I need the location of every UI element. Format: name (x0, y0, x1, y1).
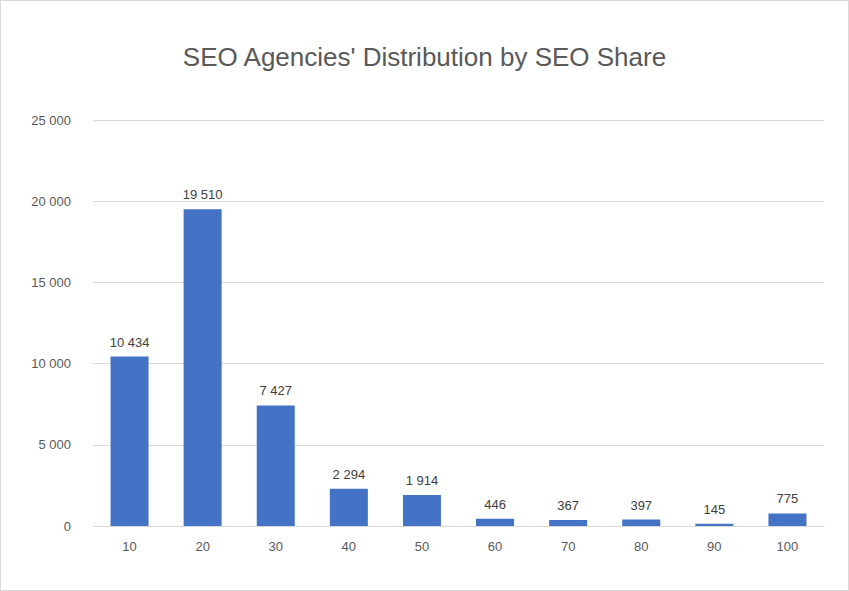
svg-text:7 427: 7 427 (259, 383, 292, 398)
svg-text:145: 145 (703, 502, 725, 517)
svg-text:10 000: 10 000 (31, 356, 71, 371)
svg-text:775: 775 (777, 491, 799, 506)
svg-text:397: 397 (630, 498, 652, 513)
svg-text:50: 50 (415, 539, 429, 554)
svg-text:10 434: 10 434 (110, 335, 150, 350)
svg-text:90: 90 (707, 539, 721, 554)
svg-text:0: 0 (64, 519, 71, 534)
svg-text:2 294: 2 294 (333, 467, 366, 482)
svg-text:15 000: 15 000 (31, 275, 71, 290)
svg-text:SEO Agencies' Distribution by: SEO Agencies' Distribution by SEO Share (183, 42, 666, 72)
svg-text:10: 10 (122, 539, 136, 554)
svg-text:60: 60 (488, 539, 502, 554)
svg-text:19 510: 19 510 (183, 187, 223, 202)
svg-text:80: 80 (634, 539, 648, 554)
svg-text:30: 30 (269, 539, 283, 554)
svg-text:1 914: 1 914 (406, 473, 439, 488)
svg-text:25 000: 25 000 (31, 113, 71, 128)
svg-text:5 000: 5 000 (38, 437, 71, 452)
svg-text:20: 20 (195, 539, 209, 554)
svg-text:70: 70 (561, 539, 575, 554)
svg-text:446: 446 (484, 497, 506, 512)
svg-text:100: 100 (777, 539, 799, 554)
svg-text:20 000: 20 000 (31, 194, 71, 209)
svg-text:40: 40 (342, 539, 356, 554)
svg-text:367: 367 (557, 498, 579, 513)
